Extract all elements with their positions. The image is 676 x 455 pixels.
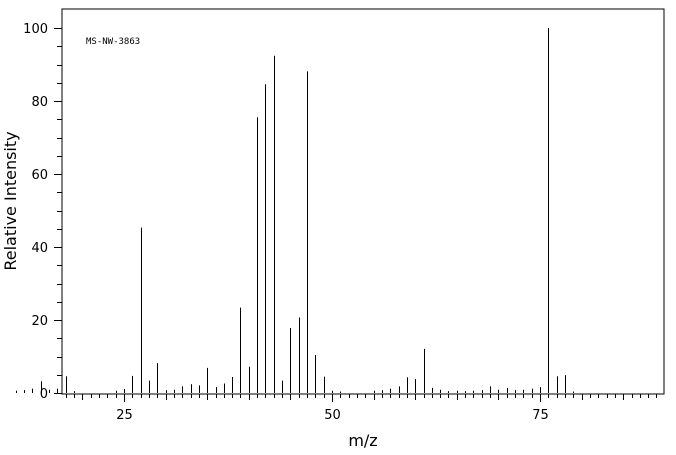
x-axis-title: m/z [348,431,377,450]
peaks-group [16,28,574,393]
y-tick-label: 60 [31,168,48,183]
plot-frame [61,8,665,395]
y-tick-label: 20 [31,314,48,329]
x-tick-label: 75 [532,408,549,423]
y-tick-label: 100 [23,22,48,37]
y-axis: 0 20 40 60 80 100 [23,22,62,402]
y-tick-label: 80 [31,95,48,110]
y-tick-label: 40 [31,241,48,256]
y-tick-label: 0 [40,387,48,402]
spectrum-id-annotation: MS-NW-3863 [86,37,140,47]
x-tick-label: 50 [324,408,341,423]
x-tick-label: 25 [116,408,133,423]
y-axis-title: Relative Intensity [1,131,20,270]
x-axis: 255075100125150 [66,394,657,423]
